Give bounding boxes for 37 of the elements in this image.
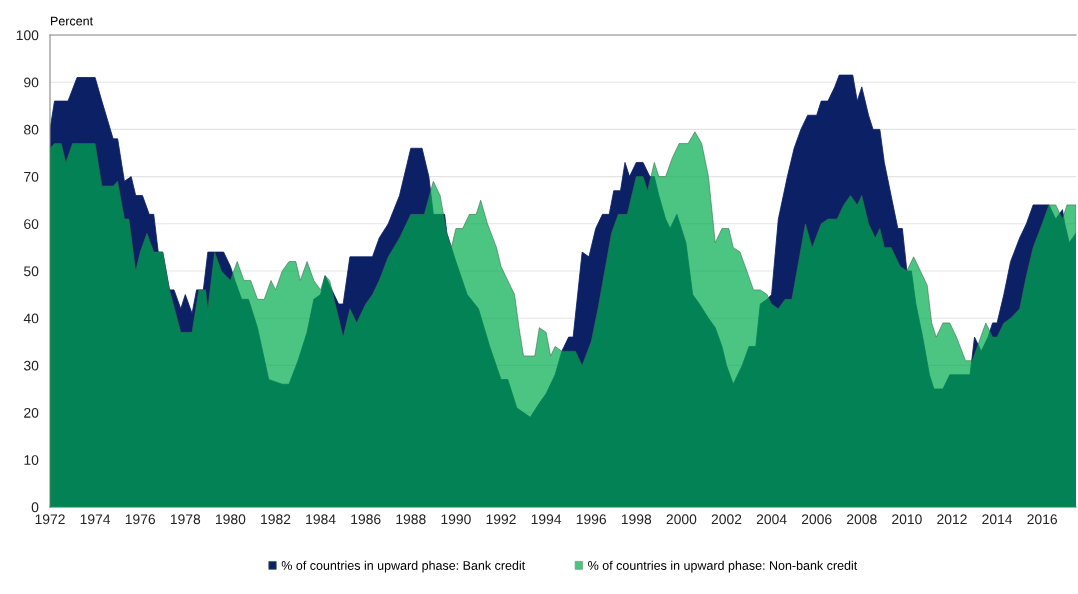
x-tick-label: 2002: [711, 514, 742, 525]
x-tick-label: 2000: [666, 514, 697, 525]
y-tick-label: 70: [24, 171, 39, 182]
y-tick-label: 10: [24, 455, 39, 465]
x-tick-label: 2006: [801, 514, 832, 525]
x-tick-label: 1990: [441, 514, 471, 525]
x-tick-label: 1976: [125, 514, 156, 525]
y-tick-label: 100: [16, 30, 39, 41]
x-tick-label: 1974: [80, 514, 111, 525]
x-tick-label: 2010: [892, 514, 922, 525]
legend-label: % of countries in upward phase: Bank credit: [281, 560, 526, 573]
x-tick-label: 1996: [576, 514, 607, 525]
x-tick-label: 2014: [982, 514, 1013, 525]
x-tick-label: 1992: [486, 514, 516, 525]
x-tick-label: 1980: [216, 514, 246, 525]
legend-label: % of countries in upward phase: Non-bank credit: [588, 560, 858, 573]
y-tick-label: 20: [24, 407, 39, 418]
y-axis-title: Percent: [51, 16, 93, 26]
x-tick-label: 1972: [35, 514, 65, 525]
x-tick-label: 2016: [1027, 514, 1058, 525]
x-tick-label: 1982: [261, 514, 291, 525]
x-tick-label: 2004: [756, 514, 787, 525]
x-tick-label: 2012: [937, 514, 967, 525]
y-tick-label: 60: [24, 219, 39, 229]
x-tick-label: 1984: [306, 514, 336, 525]
y-tick-label: 30: [23, 360, 39, 371]
y-tick-label: 0: [31, 502, 39, 513]
x-tick-label: 1986: [351, 514, 381, 525]
y-tick-label: 50: [24, 266, 39, 277]
x-tick-label: 1998: [621, 514, 652, 525]
x-tick-label: 2008: [847, 514, 877, 525]
y-tick-label: 90: [24, 77, 39, 88]
x-tick-label: 1994: [531, 514, 562, 525]
x-tick-label: 1988: [396, 514, 426, 525]
x-tick-label: 1978: [170, 514, 201, 525]
y-tick-label: 40: [23, 313, 39, 324]
y-tick-label: 80: [24, 124, 39, 135]
